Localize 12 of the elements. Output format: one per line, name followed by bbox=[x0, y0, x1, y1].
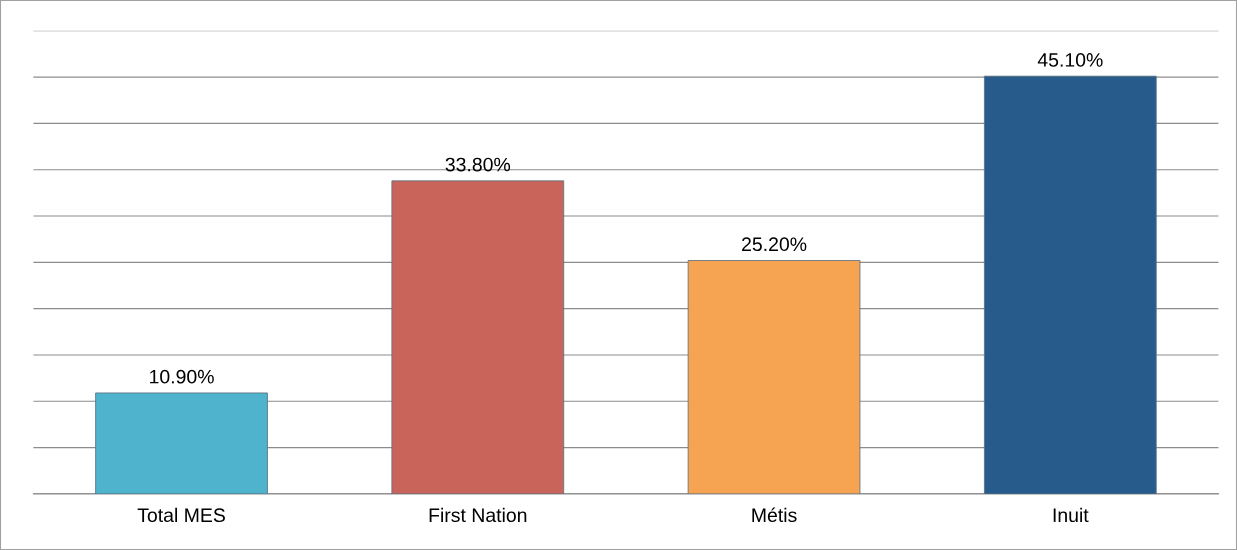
data-label: 33.80% bbox=[445, 157, 511, 172]
bar bbox=[391, 180, 565, 494]
x-tick-label: Inuit bbox=[1053, 507, 1089, 523]
data-label: 45.10% bbox=[1037, 53, 1103, 67]
bar bbox=[95, 392, 268, 494]
data-label: 25.20% bbox=[742, 237, 807, 252]
bar bbox=[687, 260, 861, 494]
x-tick-label: Métis bbox=[752, 507, 797, 523]
x-tick-label: First Nation bbox=[429, 507, 527, 523]
x-tick-label: Total MES bbox=[137, 507, 225, 523]
data-label: 10.90% bbox=[150, 369, 214, 384]
bar bbox=[983, 75, 1157, 494]
